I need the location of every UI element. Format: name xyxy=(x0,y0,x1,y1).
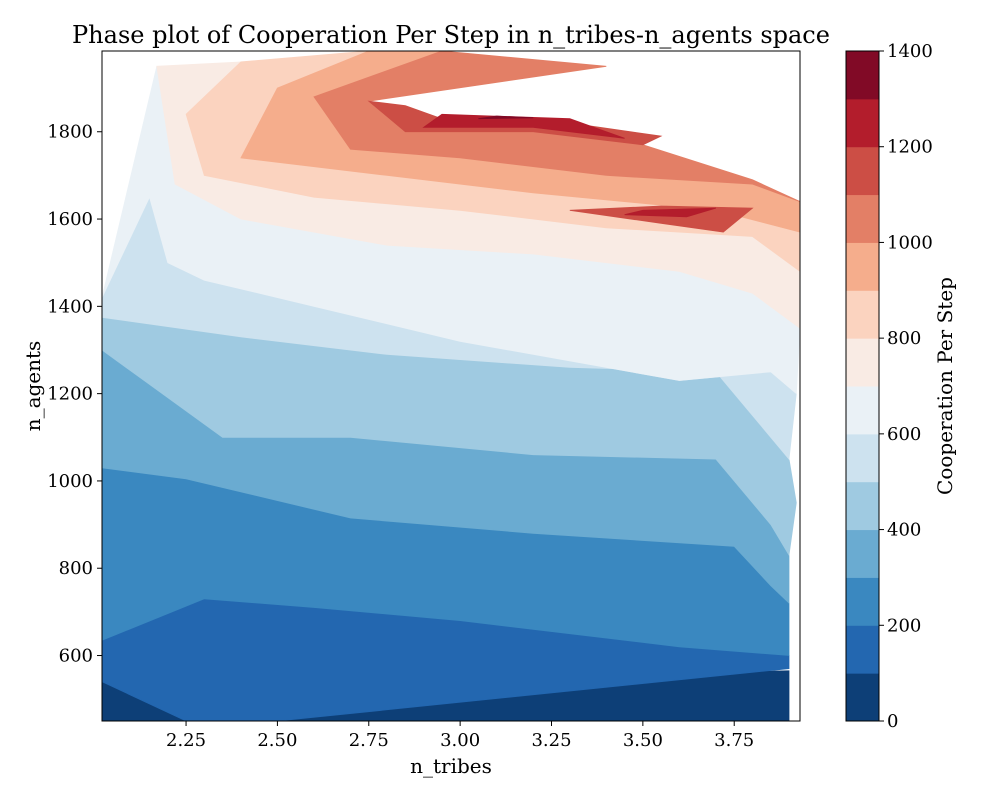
colorbar-tick-label: 800 xyxy=(887,328,921,349)
contour-band-level-12 xyxy=(624,207,717,218)
y-tick-label: 1400 xyxy=(47,296,93,317)
colorbar-segment xyxy=(846,673,879,722)
colorbar-tick-label: 1200 xyxy=(887,137,933,158)
colorbar-segment xyxy=(846,625,879,674)
colorbar-segment xyxy=(846,194,879,243)
y-tick-label: 1800 xyxy=(47,122,93,143)
colorbar-ticks: 0 200 400 600 800 1000 1200 1400 xyxy=(879,41,933,732)
x-tick-label: 2.50 xyxy=(257,730,297,751)
x-tick-label: 3.75 xyxy=(714,730,754,751)
colorbar-segment xyxy=(846,577,879,626)
colorbar-segment xyxy=(846,338,879,387)
colorbar-segment xyxy=(846,481,879,531)
colorbar-tick-label: 400 xyxy=(887,520,921,541)
y-axis-label: n_agents xyxy=(21,341,45,432)
contour-band-level-11 xyxy=(569,205,754,233)
colorbar-segment xyxy=(846,146,879,196)
contour-bands xyxy=(102,51,800,721)
colorbar-frame xyxy=(845,50,880,722)
colorbar-segment xyxy=(846,529,879,578)
contour-band-level-13 xyxy=(478,115,534,120)
x-axis-label: n_tribes xyxy=(410,754,492,778)
colorbar-tick-label: 0 xyxy=(887,711,898,732)
y-axis: 600 800 1000 1200 1400 1600 1800 xyxy=(47,122,102,667)
y-tick-label: 1000 xyxy=(47,471,93,492)
colorbar-tick-label: 200 xyxy=(887,615,921,636)
colorbar-label: Cooperation Per Step xyxy=(933,277,957,495)
colorbar-tick-label: 1000 xyxy=(887,232,933,253)
y-tick-label: 800 xyxy=(59,558,93,579)
plot-area xyxy=(102,51,800,721)
colorbar-segment xyxy=(846,51,879,100)
colorbar-segment xyxy=(846,433,879,483)
y-tick-label: 1600 xyxy=(47,209,93,230)
contour-band-level-12 xyxy=(422,113,625,139)
colorbar-segment xyxy=(846,290,879,339)
x-tick-label: 3.25 xyxy=(531,730,571,751)
colorbar-tick-label: 600 xyxy=(887,424,921,445)
x-tick-label: 2.75 xyxy=(349,730,389,751)
colorbar-segment xyxy=(846,242,879,291)
x-tick-label: 2.25 xyxy=(166,730,206,751)
colorbar xyxy=(846,51,879,722)
plot-frame xyxy=(101,50,801,722)
x-tick-label: 3.50 xyxy=(623,730,663,751)
x-tick-label: 3.00 xyxy=(440,730,480,751)
colorbar-segment xyxy=(846,386,879,435)
chart-title: Phase plot of Cooperation Per Step in n_… xyxy=(72,21,830,49)
x-axis: 2.25 2.50 2.75 3.00 3.25 3.50 3.75 xyxy=(166,721,754,751)
y-tick-label: 600 xyxy=(59,646,93,667)
colorbar-segment xyxy=(846,98,879,148)
y-tick-label: 1200 xyxy=(47,384,93,405)
colorbar-tick-label: 1400 xyxy=(887,41,933,62)
